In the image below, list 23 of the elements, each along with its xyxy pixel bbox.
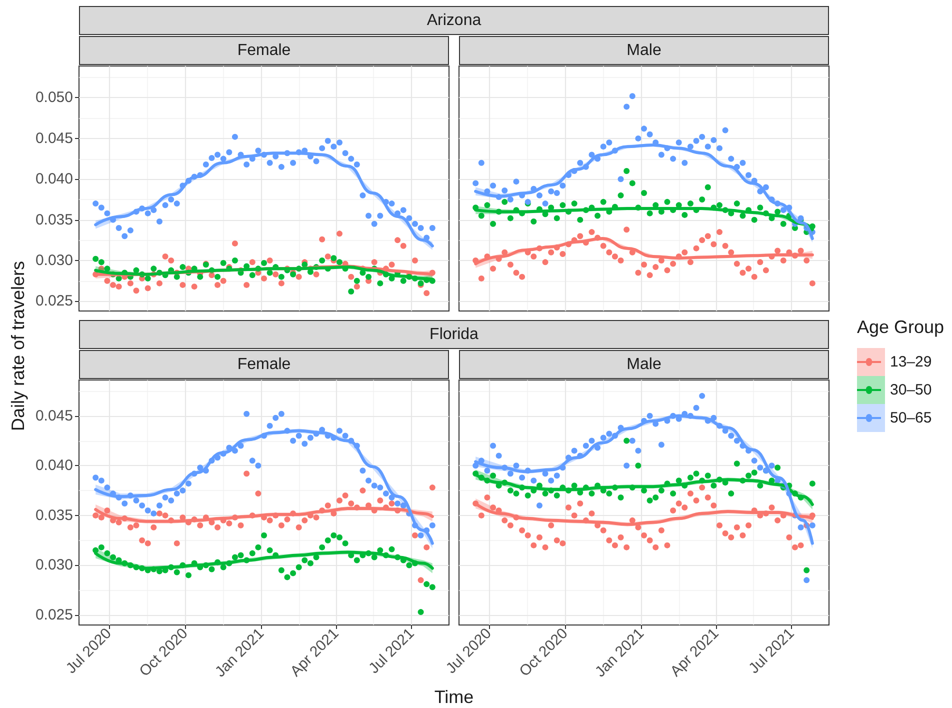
y-tick-label: 0.035 [35, 211, 73, 228]
legend-label: 50–65 [890, 410, 932, 426]
y-tick-label: 0.025 [35, 292, 73, 310]
y-axis-title: Daily rate of travelers [8, 260, 28, 431]
y-tick-label: 0.030 [35, 556, 73, 574]
text: Florida [79, 320, 829, 349]
y-tick-label: 0.025 [35, 606, 73, 624]
y-tick-label: 0.050 [35, 89, 73, 106]
y-tick-label: 0.030 [35, 252, 73, 270]
text: Arizona [79, 6, 829, 35]
y-tick-label: 0.040 [35, 170, 73, 188]
legend-label: 30–50 [890, 382, 932, 398]
y-tick-label: 0.040 [35, 457, 73, 474]
y-tick-label: 0.035 [35, 506, 73, 524]
chart-title: Female [79, 36, 449, 65]
legend-title: Age Group [857, 317, 944, 337]
chart-title: Male [459, 350, 829, 379]
y-tick-label: 0.045 [35, 407, 73, 424]
legend-label: 13–29 [890, 354, 932, 370]
y-tick-label: 0.045 [35, 130, 73, 147]
x-axis-title: Time [434, 687, 474, 707]
chart-title: Male [459, 36, 829, 65]
chart-title: Female [79, 350, 449, 379]
